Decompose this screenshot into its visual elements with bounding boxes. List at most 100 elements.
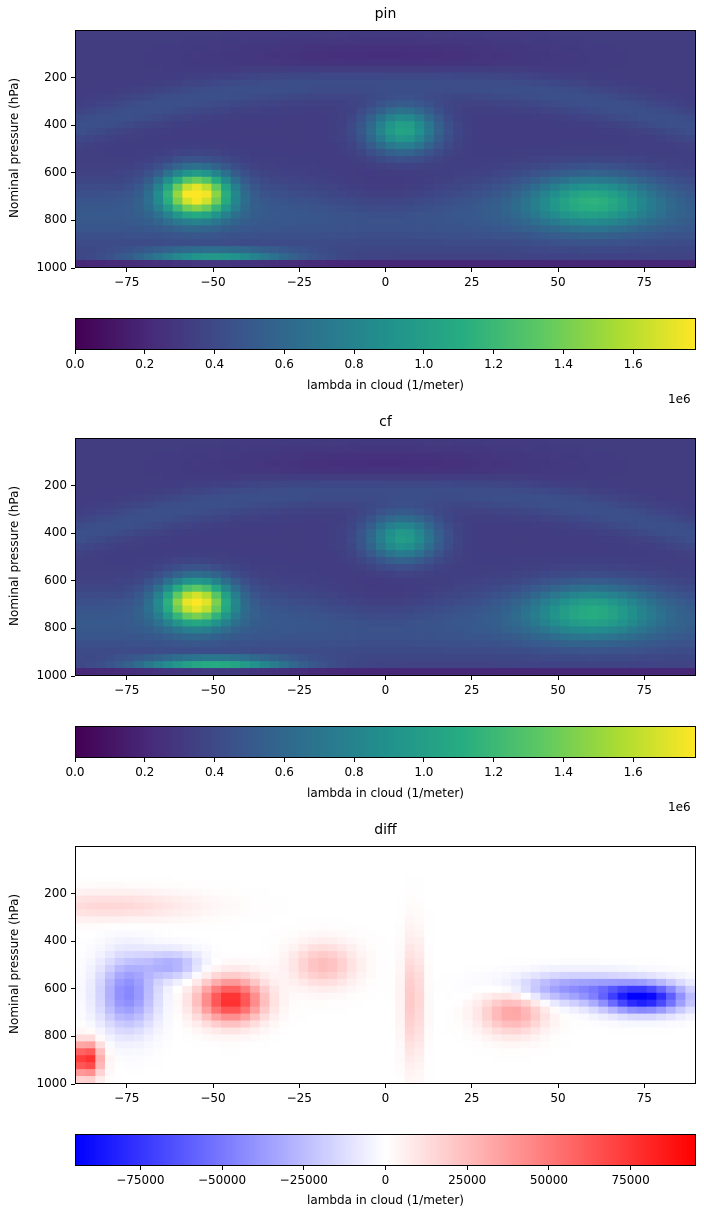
heatmap-cell — [617, 128, 628, 136]
heatmap-cell — [76, 501, 87, 510]
heatmap-cell — [134, 536, 145, 544]
heatmap-cell — [491, 515, 503, 523]
heatmap-cell — [269, 494, 280, 503]
heatmap-cell — [520, 176, 532, 185]
heatmap-cell — [288, 260, 300, 267]
heatmap-cell — [559, 605, 570, 614]
heatmap-cell — [414, 557, 425, 565]
heatmap-cell — [414, 466, 425, 475]
heatmap-cell — [665, 466, 677, 475]
heatmap-cell — [143, 246, 154, 254]
heatmap-cell — [520, 253, 532, 261]
heatmap-cell — [192, 232, 203, 240]
heatmap-cell — [491, 881, 503, 890]
heatmap-cell — [665, 128, 677, 136]
heatmap-cell — [598, 647, 609, 655]
heatmap-cell — [211, 515, 222, 523]
heatmap-cell — [559, 176, 570, 185]
heatmap-cell — [153, 93, 164, 102]
heatmap-cell — [317, 128, 329, 136]
heatmap-cell — [211, 86, 222, 95]
heatmap-cell — [569, 253, 580, 261]
heatmap-cell — [636, 633, 648, 641]
heatmap-cell — [279, 218, 290, 226]
heatmap-cell — [346, 445, 358, 454]
heatmap-cell — [675, 522, 686, 530]
heatmap-cell — [114, 65, 125, 74]
heatmap-cell — [172, 44, 183, 53]
heatmap-cell — [472, 570, 483, 579]
heatmap-cell — [443, 522, 454, 530]
heatmap-cell — [250, 58, 261, 67]
heatmap-cell — [327, 445, 338, 454]
heatmap-cell — [134, 114, 145, 122]
heatmap-cell — [685, 515, 695, 523]
heatmap-cell — [607, 508, 619, 516]
heatmap-cell — [443, 142, 454, 150]
heatmap-cell — [201, 239, 213, 247]
heatmap-cell — [656, 867, 667, 876]
heatmap-cell — [250, 107, 261, 115]
heatmap-cell — [269, 239, 280, 247]
heatmap-cell — [279, 114, 290, 122]
heatmap-cell — [627, 529, 638, 537]
heatmap-cell — [656, 466, 667, 475]
heatmap-cell — [356, 874, 367, 883]
heatmap-cell — [375, 107, 387, 115]
heatmap-cell — [366, 459, 377, 468]
heatmap-cell — [491, 466, 503, 475]
heatmap-cell — [443, 501, 454, 510]
heatmap-cell — [153, 508, 164, 516]
heatmap-cell — [192, 72, 203, 81]
heatmap-cell — [308, 847, 319, 855]
heatmap-cell — [646, 605, 657, 614]
heatmap-cell — [404, 211, 416, 220]
heatmap-cell — [288, 439, 300, 447]
heatmap-cell — [279, 93, 290, 102]
heatmap-cell — [230, 508, 242, 516]
heatmap-cell — [404, 225, 416, 233]
heatmap-cell — [665, 591, 677, 600]
heatmap-cell — [375, 204, 387, 213]
heatmap-cell — [298, 902, 309, 911]
heatmap-cell — [482, 584, 493, 593]
heatmap-cell — [143, 79, 154, 88]
heatmap-cell — [308, 65, 319, 74]
heatmap-cell — [404, 867, 416, 876]
heatmap-cell — [105, 93, 116, 102]
heatmap-cell — [578, 459, 590, 468]
heatmap-cell — [385, 260, 396, 267]
heatmap-cell — [221, 58, 232, 67]
heatmap-cell — [472, 668, 483, 675]
heatmap-cell — [172, 874, 183, 883]
heatmap-cell — [627, 480, 638, 489]
heatmap-cell — [665, 155, 677, 164]
heatmap-cell — [598, 93, 609, 102]
heatmap-cell — [375, 515, 387, 523]
heatmap-cell — [172, 612, 183, 621]
heatmap-cell — [375, 543, 387, 551]
heatmap-cell — [482, 591, 493, 600]
heatmap-cell — [472, 847, 483, 855]
heatmap-cell — [443, 494, 454, 503]
heatmap-cell — [85, 218, 96, 226]
heatmap-cell — [327, 605, 338, 614]
heatmap-cell — [520, 668, 532, 675]
heatmap-cell — [230, 881, 242, 890]
heatmap-cell — [143, 51, 154, 60]
heatmap-cell — [172, 51, 183, 60]
heatmap-cell — [143, 536, 154, 544]
heatmap-cell — [337, 895, 348, 904]
heatmap-cell — [240, 473, 251, 482]
heatmap-cell — [607, 867, 619, 876]
heatmap-cell — [588, 577, 599, 586]
heatmap-cell — [230, 253, 242, 261]
colorbar-tick-label: 0.4 — [205, 765, 225, 779]
heatmap-cell — [627, 881, 638, 890]
heatmap-cell — [366, 557, 377, 565]
heatmap-cell — [404, 239, 416, 247]
heatmap-cell — [240, 577, 251, 586]
heatmap-cell — [424, 895, 435, 904]
heatmap-cell — [346, 204, 358, 213]
heatmap-cell — [288, 494, 300, 503]
